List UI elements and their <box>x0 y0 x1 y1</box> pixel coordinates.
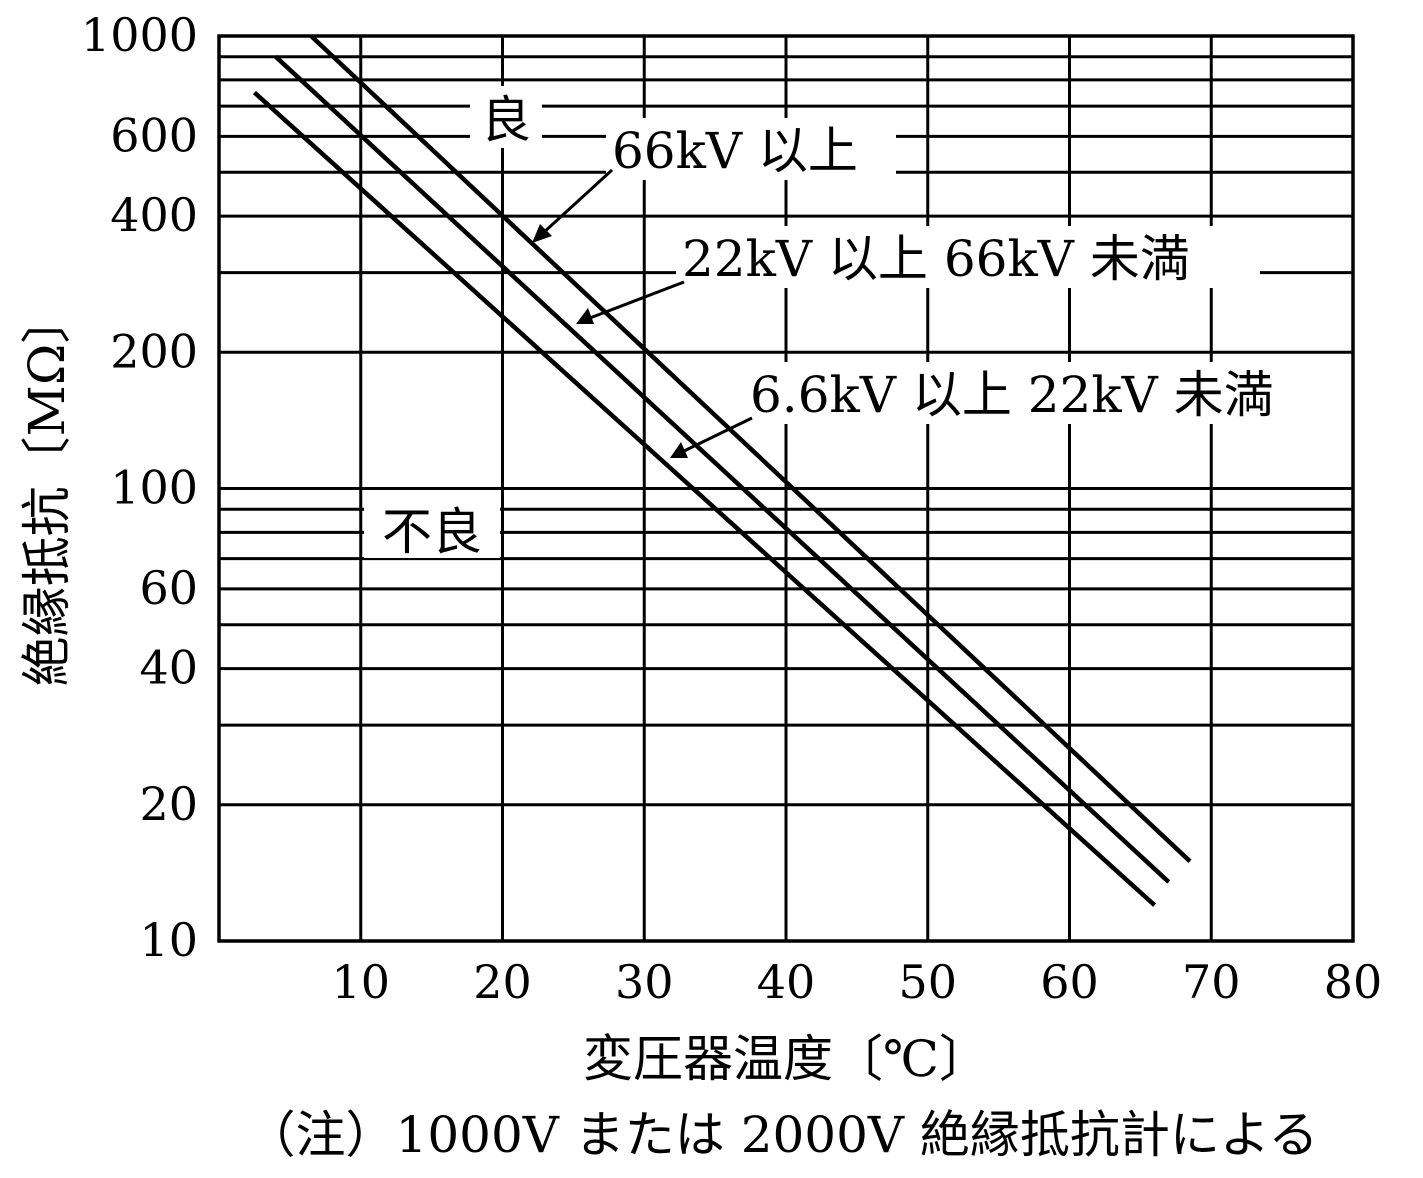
plot-frame <box>217 34 1355 943</box>
x-tick-label: 40 <box>757 955 816 1009</box>
series-label-6kv-bg <box>744 362 1348 424</box>
y-tick-label: 600 <box>110 108 198 162</box>
x-tick-label: 10 <box>331 955 390 1009</box>
label-good: 良 <box>481 91 531 149</box>
series-lines <box>252 34 1192 907</box>
y-tick-label: 40 <box>139 641 198 695</box>
series-label-22kv-bg <box>676 226 1260 288</box>
y-tick-label: 60 <box>139 561 198 615</box>
leader-arrow-22kv <box>576 280 685 324</box>
y-tick-label: 1000 <box>81 8 198 62</box>
series-label-6kv: 6.6kV 以上 22kV 未満 <box>750 366 1274 424</box>
series-label-66kv: 66kV 以上 <box>612 122 858 180</box>
label-bad-bg <box>364 496 500 558</box>
x-tick-label: 80 <box>1324 955 1383 1009</box>
y-tick-labels: 10 20 40 60 100 200 400 600 1000 <box>81 8 198 967</box>
x-axis-label: 変圧器温度〔℃〕 <box>583 1030 989 1088</box>
series-line-3 <box>252 90 1157 907</box>
series-label-22kv: 22kV 以上 66kV 未満 <box>682 230 1190 288</box>
x-tick-label: 60 <box>1040 955 1099 1009</box>
y-tick-label: 10 <box>139 913 198 967</box>
label-good-bg <box>470 86 542 148</box>
leader-arrow-6kv <box>670 416 753 458</box>
y-tick-label: 200 <box>110 324 198 378</box>
series-line-2 <box>274 55 1171 884</box>
series-line-1 <box>309 34 1192 863</box>
x-tick-labels: 10 20 30 40 50 60 70 80 <box>331 955 1382 1009</box>
leader-arrow-66kv <box>532 168 614 243</box>
x-tick-label: 70 <box>1182 955 1241 1009</box>
series-label-66kv-bg <box>606 118 896 180</box>
x-tick-label: 50 <box>898 955 957 1009</box>
y-tick-label: 20 <box>139 777 198 831</box>
x-tick-label: 20 <box>473 955 532 1009</box>
x-tick-label: 30 <box>615 955 674 1009</box>
footnote: （注）1000V または 2000V 絶縁抵抗計による <box>246 1106 1319 1164</box>
label-bad: 不良 <box>382 503 482 561</box>
y-tick-label: 100 <box>110 461 198 515</box>
y-axis-label: 絶縁抵抗〔MΩ〕 <box>18 294 76 687</box>
y-tick-label: 400 <box>110 188 198 242</box>
